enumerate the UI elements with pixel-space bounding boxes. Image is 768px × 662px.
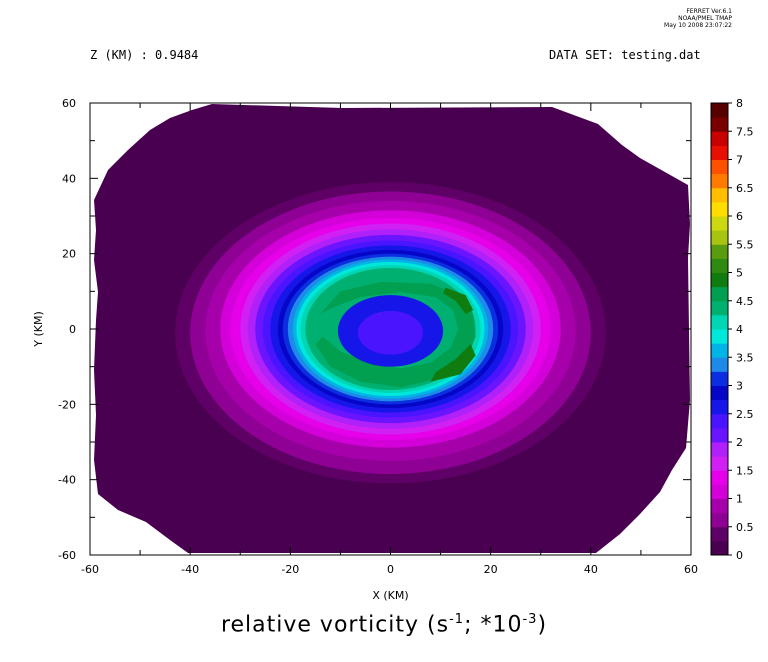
colorbar-swatch (711, 258, 728, 273)
colorbar-label: 1 (736, 493, 743, 506)
x-tick-label: 40 (584, 563, 598, 576)
x-tick-label: -40 (181, 563, 199, 576)
colorbar-swatch (711, 300, 728, 316)
x-tick-label: -20 (281, 563, 299, 576)
colorbar-swatch (711, 117, 728, 132)
x-tick-label: 20 (484, 563, 498, 576)
colorbar-label: 8 (736, 97, 743, 110)
colorbar-label: 1.5 (736, 464, 754, 477)
colorbar-label: 0 (736, 549, 743, 562)
title-exp1: -1 (449, 612, 465, 627)
colorbar-swatch (711, 456, 728, 471)
colorbar-swatch (711, 385, 728, 401)
colorbar-label: 4 (736, 323, 743, 336)
colorbar-swatch (711, 272, 728, 288)
colorbar-swatch (711, 230, 728, 245)
contour-spiral-4.5 (315, 281, 476, 388)
x-axis-label: X (KM) (372, 589, 408, 602)
colorbar-swatch (711, 357, 728, 372)
colorbar-label: 6.5 (736, 182, 754, 195)
colorbar-swatch (711, 442, 728, 457)
y-tick-label: -40 (58, 474, 76, 487)
colorbar-swatch (711, 201, 728, 217)
colorbar-label: 5.5 (736, 238, 754, 251)
colorbar-swatch (711, 343, 728, 358)
colorbar-swatch (711, 371, 728, 386)
credit-org: NOAA/PMEL TMAP (678, 15, 732, 22)
colorbar-swatch (711, 216, 728, 231)
y-tick-label: -20 (58, 398, 76, 411)
colorbar-swatch (711, 173, 728, 189)
colorbar-swatch (711, 187, 728, 203)
dataset-label: DATA SET: testing.dat (549, 48, 701, 62)
colorbar-swatch (711, 540, 728, 556)
z-level-label: Z (KM) : 0.9484 (90, 48, 199, 62)
colorbar-swatch (711, 159, 728, 175)
variable-title: relative vorticity (s-1; *10-3) (0, 612, 768, 637)
colorbar-swatch (711, 526, 728, 542)
colorbar-label: 2.5 (736, 408, 754, 421)
colorbar-label: 5 (736, 267, 743, 280)
colorbar-swatch (711, 329, 728, 344)
contour-spiral-4.75-a (430, 344, 476, 382)
colorbar-label: 3 (736, 380, 743, 393)
credit-date: May 10 2008 23:07:22 (664, 22, 732, 29)
contour-core-2.25 (357, 310, 424, 355)
credit-version: FERRET Ver.6.1 (686, 8, 732, 15)
colorbar-swatch (711, 131, 728, 146)
colorbar-swatch (711, 470, 728, 485)
colorbar-swatch (711, 413, 728, 429)
y-tick-label: 0 (69, 323, 76, 336)
colorbar: 0 0.5 1 1.5 2 2.5 3 3.5 4 4.5 5 5.5 6 6.5 7 7.5 8 (710, 97, 754, 562)
colorbar-label: 7 (736, 154, 743, 167)
contour-field (94, 104, 690, 553)
colorbar-label: 3.5 (736, 351, 754, 364)
colorbar-swatch (711, 399, 728, 415)
colorbar-swatch (711, 314, 728, 330)
title-text: relative vorticity (s (220, 612, 450, 638)
colorbar-label: 6 (736, 210, 743, 223)
y-tick-label: 20 (62, 248, 76, 261)
axis-labels: -60 -40 -20 0 20 40 60 60 40 20 0 -20 -40 -60 X (KM) Y … (32, 97, 698, 602)
title-end: ) (537, 612, 548, 638)
y-tick-label: 40 (62, 172, 76, 185)
plot-axes (89, 102, 692, 556)
y-tick-label: -60 (58, 549, 76, 562)
ferret-credits: FERRET Ver.6.1 NOAA/PMEL TMAP May 10 200… (560, 8, 732, 29)
colorbar-label: 2 (736, 436, 743, 449)
x-tick-label: 60 (684, 563, 698, 576)
colorbar-swatch (711, 427, 728, 443)
title-exp2: -3 (522, 612, 538, 627)
title-mid: ; *10 (464, 612, 523, 638)
colorbar-label: 0.5 (736, 521, 754, 534)
colorbar-swatch (711, 498, 728, 514)
colorbar-swatch (711, 512, 728, 528)
colorbar-swatch (711, 484, 728, 499)
colorbar-swatch (711, 244, 728, 259)
colorbar-swatch (711, 103, 728, 118)
y-tick-label: 60 (62, 97, 76, 110)
x-tick-label: 0 (387, 563, 394, 576)
colorbar-label: 7.5 (736, 125, 754, 138)
colorbar-label: 4.5 (736, 295, 754, 308)
contour-spiral-4.75-b (443, 287, 474, 314)
y-axis-label: Y (KM) (32, 311, 45, 348)
colorbar-swatch (711, 145, 728, 160)
colorbar-swatch (711, 286, 728, 302)
x-tick-label: -60 (81, 563, 99, 576)
